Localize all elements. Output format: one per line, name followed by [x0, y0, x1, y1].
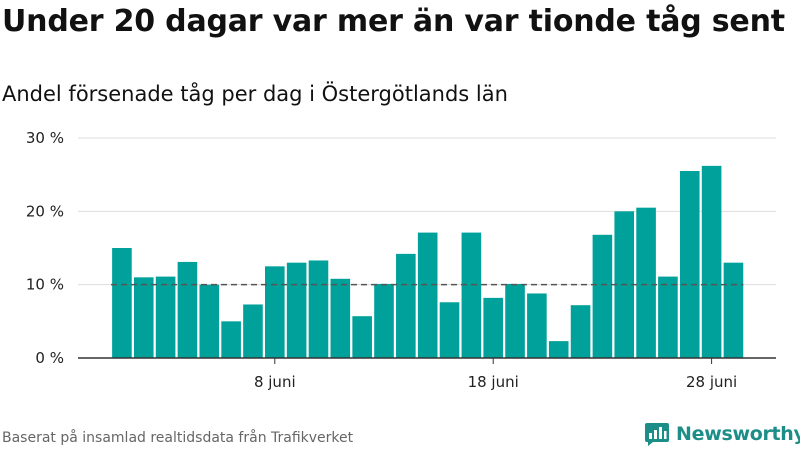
y-tick-label: 0 % — [35, 349, 64, 367]
bar — [177, 261, 198, 358]
newsworthy-logo-icon — [645, 423, 669, 446]
bar — [352, 316, 372, 358]
bar — [374, 283, 394, 358]
brand-logo: Newsworthy — [644, 420, 800, 448]
bar — [548, 341, 569, 358]
y-tick-label: 10 % — [26, 276, 64, 294]
bar — [308, 260, 329, 358]
y-tick-label: 30 % — [26, 129, 64, 147]
bar — [439, 302, 460, 358]
bar — [286, 262, 307, 358]
bar — [679, 171, 700, 358]
bar — [723, 262, 744, 358]
chart-title: Under 20 dagar var mer än var tionde tåg… — [2, 4, 785, 39]
bar — [461, 232, 482, 358]
bar — [701, 165, 722, 358]
y-tick-label: 20 % — [26, 202, 64, 220]
bar — [505, 283, 525, 358]
bar — [199, 284, 220, 358]
bar — [396, 253, 416, 358]
bar — [658, 276, 678, 358]
bar — [112, 248, 132, 358]
bar — [483, 297, 503, 358]
bar — [221, 321, 241, 358]
x-tick-label: 18 juni — [468, 373, 519, 391]
bar — [570, 305, 591, 358]
bar — [330, 278, 351, 358]
bar — [155, 276, 176, 358]
bar — [527, 293, 547, 358]
bar — [417, 232, 438, 358]
source-note: Baserat på insamlad realtidsdata från Tr… — [2, 430, 354, 446]
x-tick-label: 28 juni — [686, 373, 737, 391]
bar — [592, 234, 613, 358]
bar — [243, 304, 263, 358]
chart-subtitle: Andel försenade tåg per dag i Östergötla… — [2, 82, 508, 106]
bar — [636, 207, 656, 358]
bar — [265, 266, 285, 358]
bar — [133, 277, 154, 358]
x-tick-label: 8 juni — [254, 373, 296, 391]
brand-name: Newsworthy — [676, 423, 800, 445]
